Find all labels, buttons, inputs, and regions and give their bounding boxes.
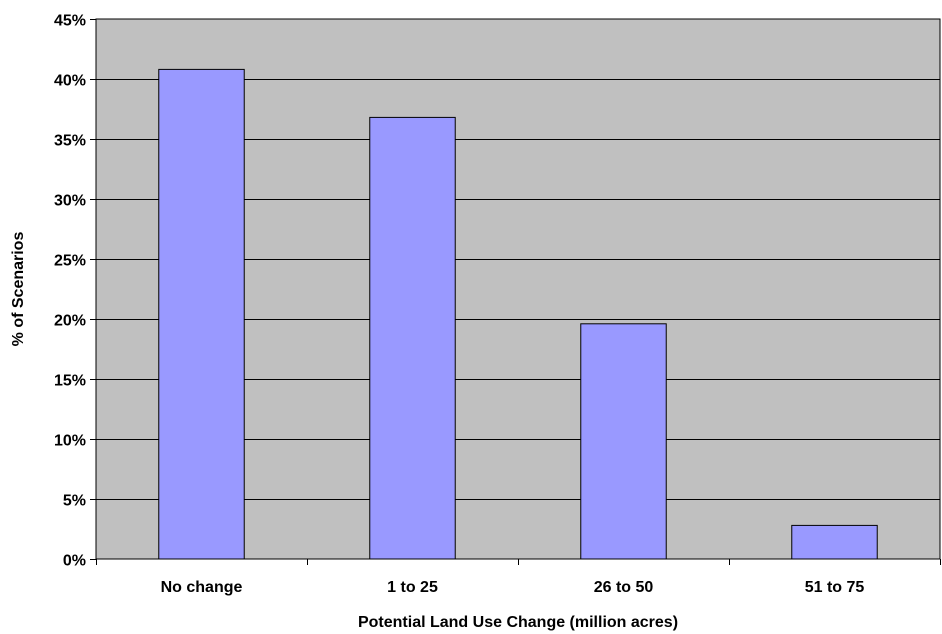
y-tick-label: 0% xyxy=(63,553,86,570)
x-tick-label: 51 to 75 xyxy=(805,579,865,596)
x-axis-title: Potential Land Use Change (million acres… xyxy=(358,614,678,631)
y-tick-label: 15% xyxy=(54,373,86,390)
x-tick-label: 1 to 25 xyxy=(387,579,438,596)
bar xyxy=(369,116,456,560)
x-tick-label: 26 to 50 xyxy=(594,579,654,596)
bar xyxy=(580,323,667,560)
y-tick-label: 25% xyxy=(54,253,86,270)
y-tick-label: 40% xyxy=(54,73,86,90)
y-tick-label: 35% xyxy=(54,133,86,150)
x-tick-label: No change xyxy=(161,579,243,596)
y-tick-label: 30% xyxy=(54,193,86,210)
y-tick-label: 10% xyxy=(54,433,86,450)
bar xyxy=(158,68,245,560)
y-axis: 0% 5% 10% 15% 20% 25% 30% 35% 40% 45% xyxy=(54,13,96,570)
x-axis: No change 1 to 25 26 to 50 51 to 75 xyxy=(96,559,941,596)
y-axis-title: % of Scenarios xyxy=(10,232,27,347)
y-tick-label: 45% xyxy=(54,13,86,30)
bars xyxy=(158,68,878,560)
y-tick-label: 5% xyxy=(63,493,86,510)
y-tick-label: 20% xyxy=(54,313,86,330)
bar xyxy=(791,524,878,560)
